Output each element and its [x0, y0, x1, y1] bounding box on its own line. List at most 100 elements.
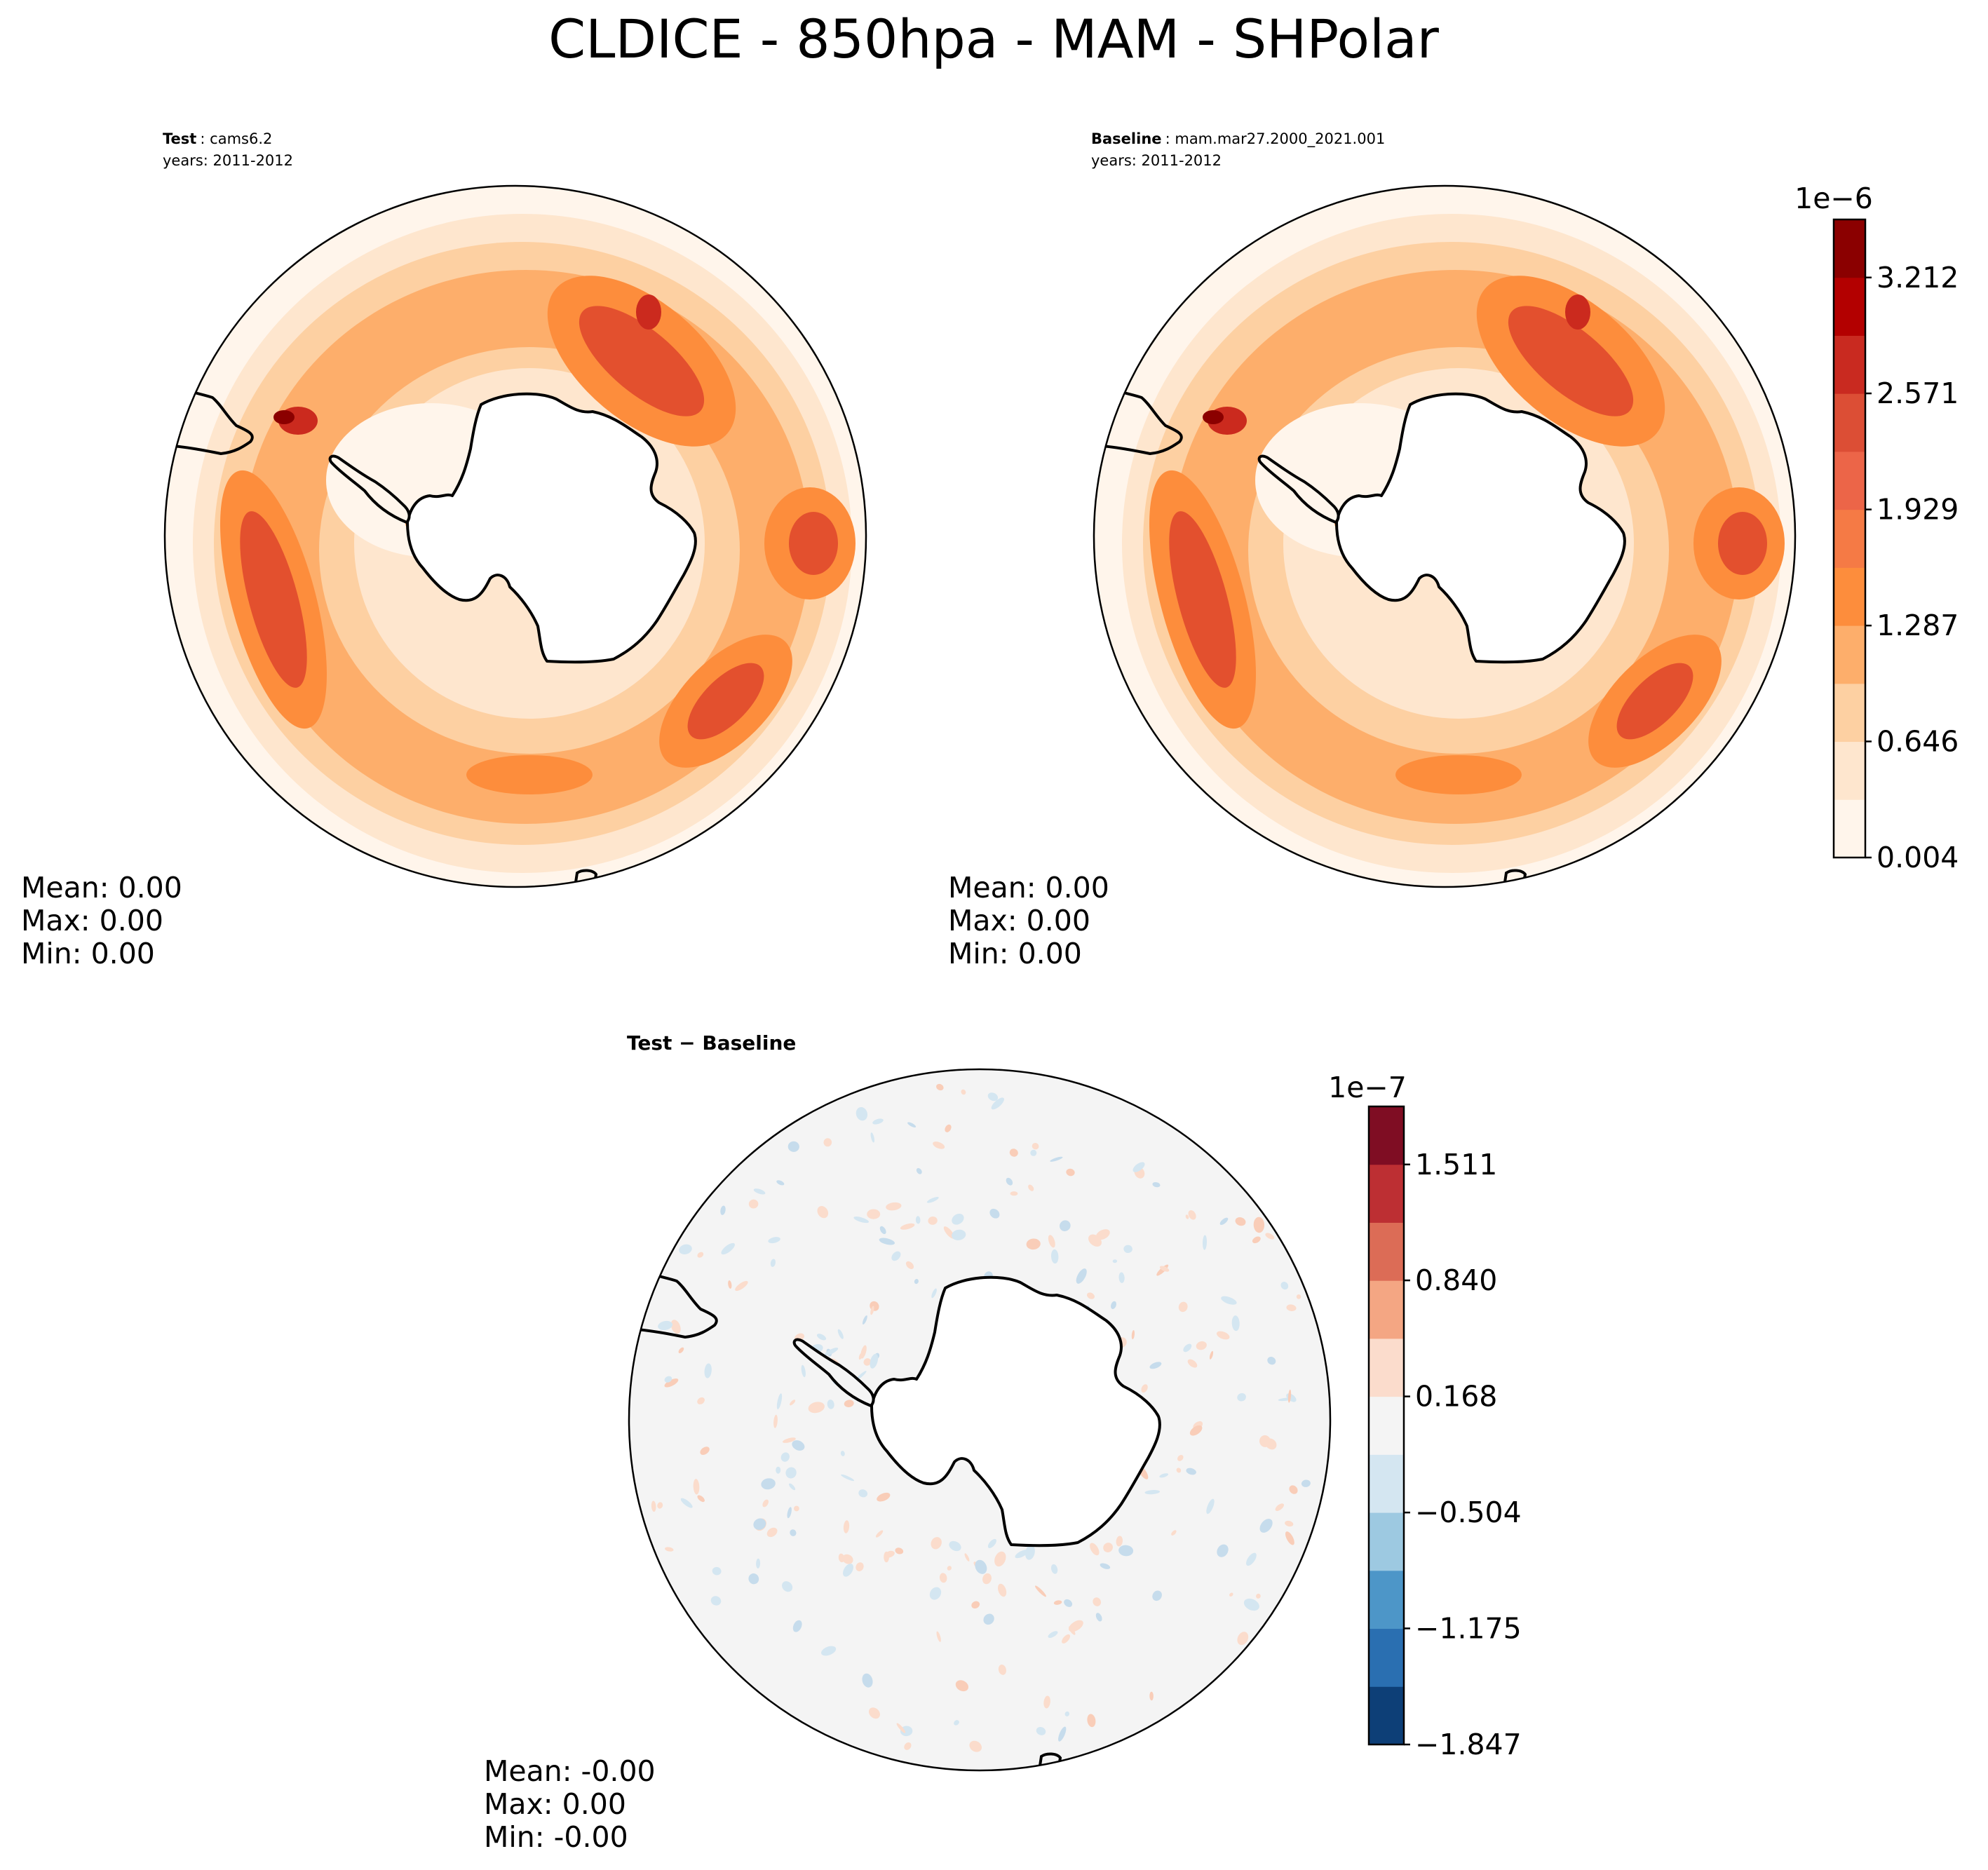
- diff-panel: Test − Baseline Mean: -0.00 Max: 0.00 Mi…: [484, 1031, 1522, 1854]
- baseline-colorbar-cell: [1834, 567, 1865, 626]
- diff-title: Test − Baseline: [627, 1031, 796, 1055]
- diff-negative-anomaly: [914, 1279, 919, 1285]
- diff-negative-anomaly: [891, 1251, 901, 1261]
- diff-positive-anomaly: [1229, 1592, 1233, 1597]
- diff-positive-anomaly: [735, 1280, 748, 1292]
- diff-positive-anomaly: [982, 1573, 992, 1585]
- baseline-colorbar-cell: [1834, 741, 1865, 800]
- diff-positive-anomaly: [1043, 1695, 1050, 1709]
- baseline-field-contour-15: [1616, 663, 1693, 740]
- baseline-colorbar-cell: [1834, 799, 1865, 858]
- diff-negative-anomaly: [975, 1559, 987, 1574]
- diff-negative-anomaly: [954, 1720, 959, 1726]
- test-panel: Test : cams6.2 years: 2011-2012: [21, 130, 867, 970]
- test-label: Test: [163, 130, 196, 147]
- diff-negative-anomaly: [1095, 1613, 1102, 1622]
- diff-negative-anomaly: [907, 1122, 917, 1127]
- test-stat-mean: Mean: 0.00: [21, 871, 182, 904]
- diff-map-border: [628, 1068, 1332, 1772]
- diff-positive-anomaly: [1235, 1217, 1246, 1226]
- diff-positive-anomaly: [931, 1537, 942, 1550]
- diff-positive-anomaly: [1209, 1350, 1214, 1360]
- diff-negative-anomaly: [1221, 1296, 1237, 1305]
- diff-positive-anomaly: [1185, 1214, 1189, 1219]
- diff-positive-anomaly: [904, 1742, 912, 1750]
- diff-positive-anomaly: [766, 1527, 778, 1538]
- diff-positive-anomaly: [1149, 1691, 1154, 1701]
- diff-negative-anomaly: [983, 1613, 994, 1625]
- baseline-colorbar-cell: [1834, 277, 1865, 336]
- diff-negative-anomaly: [816, 1334, 827, 1341]
- baseline-colorbar-cell: [1834, 683, 1865, 743]
- diff-positive-anomaly: [823, 1138, 832, 1147]
- diff-positive-anomaly: [1265, 1233, 1275, 1240]
- diff-positive-anomaly: [1196, 1341, 1207, 1350]
- diff-negative-anomaly: [837, 1329, 844, 1339]
- diff-negative-anomaly: [787, 1141, 799, 1152]
- test-field-contour-18: [273, 410, 295, 424]
- diff-positive-anomaly: [858, 1353, 863, 1360]
- diff-negative-anomaly: [870, 1353, 879, 1369]
- diff-positive-anomaly: [863, 1358, 872, 1366]
- diff-colorbar-tick-label: −1.847: [1415, 1728, 1522, 1761]
- diff-positive-anomaly: [1216, 1331, 1230, 1340]
- diff-negative-anomaly: [658, 1320, 673, 1331]
- diff-negative-anomaly: [841, 1474, 855, 1482]
- test-field-contour-16: [466, 755, 593, 794]
- diff-positive-anomaly: [936, 1631, 941, 1642]
- diff-negative-anomaly: [721, 1242, 735, 1255]
- diff-negative-anomaly: [680, 1498, 693, 1508]
- diff-positive-anomaly: [1178, 1301, 1188, 1313]
- diff-positive-anomaly: [936, 1083, 944, 1091]
- diff-negative-anomaly: [1144, 1490, 1161, 1495]
- diff-positive-anomaly: [1035, 1585, 1046, 1597]
- baseline-colorbar-cell: [1834, 335, 1865, 394]
- diff-negative-anomaly: [1132, 1162, 1145, 1172]
- diff-negative-anomaly: [1058, 1726, 1067, 1742]
- diff-positive-anomaly: [838, 1553, 845, 1563]
- figure-title: CLDICE - 850hpa - MAM - SHPolar: [548, 8, 1440, 70]
- diff-positive-anomaly: [773, 1414, 778, 1428]
- baseline-stat-max: Max: 0.00: [948, 904, 1090, 937]
- diff-negative-anomaly: [987, 1538, 996, 1548]
- diff-colorbar-ticks: −1.847 −1.175 −0.504 0.168 0.840 1.511: [1404, 1148, 1522, 1761]
- diff-negative-anomaly: [1036, 1727, 1046, 1735]
- test-years: years: 2011-2012: [163, 152, 293, 169]
- diff-positive-anomaly: [1131, 1330, 1135, 1340]
- diff-negative-anomaly: [1030, 1149, 1037, 1156]
- diff-negative-anomaly: [1152, 1181, 1161, 1188]
- baseline-field-contour-10: [1508, 306, 1634, 416]
- diff-positive-anomaly: [728, 1280, 732, 1289]
- diff-colorbar-cell: [1369, 1628, 1404, 1687]
- diff-positive-anomaly: [1103, 1543, 1113, 1553]
- diff-negative-anomaly: [1050, 1249, 1059, 1264]
- diff-positive-anomaly: [1028, 1184, 1034, 1191]
- diff-negative-anomaly: [1048, 1631, 1058, 1638]
- diff-positive-anomaly: [1032, 1143, 1039, 1150]
- diff-negative-anomaly: [1152, 1590, 1162, 1601]
- diff-positive-anomaly: [1252, 1236, 1261, 1244]
- diff-colorbar-cell: [1369, 1280, 1404, 1339]
- diff-colorbar-frame: [1367, 1105, 1405, 1746]
- diff-negative-anomaly: [1064, 1599, 1073, 1607]
- baseline-colorbar-tick-label: 0.004: [1877, 841, 1959, 874]
- test-field-contour-15: [687, 663, 764, 740]
- test-field-contour-11: [636, 294, 661, 330]
- test-map-border: [163, 184, 867, 888]
- diff-negative-anomaly: [987, 1092, 999, 1102]
- diff-negative-anomaly: [1159, 1473, 1169, 1478]
- diff-positive-anomaly: [678, 1347, 684, 1353]
- diff-positive-anomaly: [697, 1252, 704, 1258]
- baseline-colorbar-cell: [1834, 219, 1865, 278]
- baseline-stat-min: Min: 0.00: [948, 937, 1082, 970]
- diff-colorbar-cells: [1369, 1106, 1404, 1745]
- diff-positive-anomaly: [867, 1209, 881, 1219]
- baseline-field-contour-11: [1565, 294, 1590, 330]
- diff-colorbar-tick-label: 0.168: [1415, 1380, 1497, 1414]
- diff-negative-anomaly: [756, 1558, 761, 1569]
- baseline-colorbar-ticks: 0.004 0.646 1.287 1.929 2.571 3.212: [1865, 261, 1959, 874]
- diff-colorbar-cell: [1369, 1164, 1404, 1223]
- baseline-colorbar-frame: [1832, 218, 1867, 859]
- diff-negative-anomaly: [710, 1596, 722, 1606]
- diff-positive-anomaly: [961, 1089, 966, 1095]
